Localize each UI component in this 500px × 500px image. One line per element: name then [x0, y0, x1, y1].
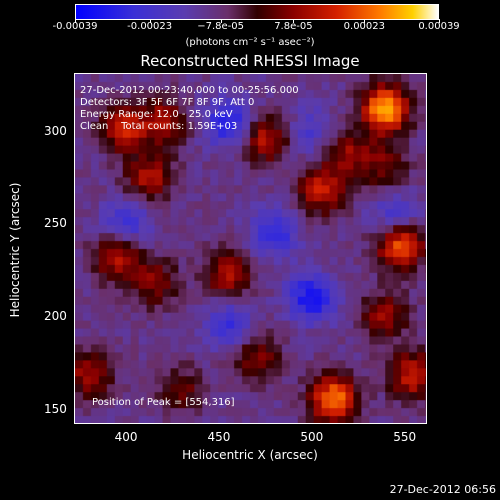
x-tick-label: 550	[393, 430, 417, 444]
info-clean-total-counts: Clean Total counts: 1.59E+03	[80, 121, 238, 132]
colorbar-tick-mark	[439, 19, 440, 23]
info-detectors: Detectors: 3F 5F 6F 7F 8F 9F, Att 0	[80, 97, 255, 108]
x-axis-label: Heliocentric X (arcsec)	[182, 448, 318, 462]
colorbar-tick-mark	[293, 19, 295, 23]
colorbar-tick-mark	[220, 19, 222, 23]
colorbar	[75, 4, 439, 20]
y-tick-label: 200	[44, 309, 67, 324]
colorbar-tick-label: -0.00039	[52, 21, 98, 32]
colorbar-tick-mark	[364, 19, 366, 23]
peak-position-label: Position of Peak = [554,316]	[92, 397, 235, 408]
footer-timestamp: 27-Dec-2012 06:56	[389, 483, 496, 496]
y-tick-label: 300	[44, 123, 67, 138]
info-energy-range: Energy Range: 12.0 - 25.0 keV	[80, 109, 233, 120]
colorbar-tick-label: 7.8e-05	[274, 21, 313, 32]
colorbar-tick-mark	[149, 19, 151, 23]
plot-area	[74, 73, 427, 424]
x-tick-label: 500	[300, 430, 324, 444]
x-tick-label: 400	[114, 430, 138, 444]
info-time-range: 27-Dec-2012 00:23:40.000 to 00:25:56.000	[80, 85, 299, 96]
colorbar-tick-label: 0.00023	[343, 21, 386, 32]
x-tick-label: 450	[207, 430, 231, 444]
y-axis-label: Heliocentric Y (arcsec)	[8, 182, 22, 318]
colorbar-tick-mark	[75, 19, 76, 23]
chart-title: Reconstructed RHESSI Image	[140, 52, 360, 70]
colorbar-tick-label: −7.8e-05	[197, 21, 244, 32]
y-tick-label: 250	[44, 216, 67, 231]
colorbar-tick-label: 0.00039	[418, 21, 460, 32]
y-tick-label: 150	[44, 402, 67, 417]
heatmap-image	[75, 74, 426, 423]
colorbar-tick-label: -0.00023	[127, 21, 173, 32]
colorbar-unit-label: (photons cm⁻² s⁻¹ asec⁻²)	[185, 37, 315, 48]
